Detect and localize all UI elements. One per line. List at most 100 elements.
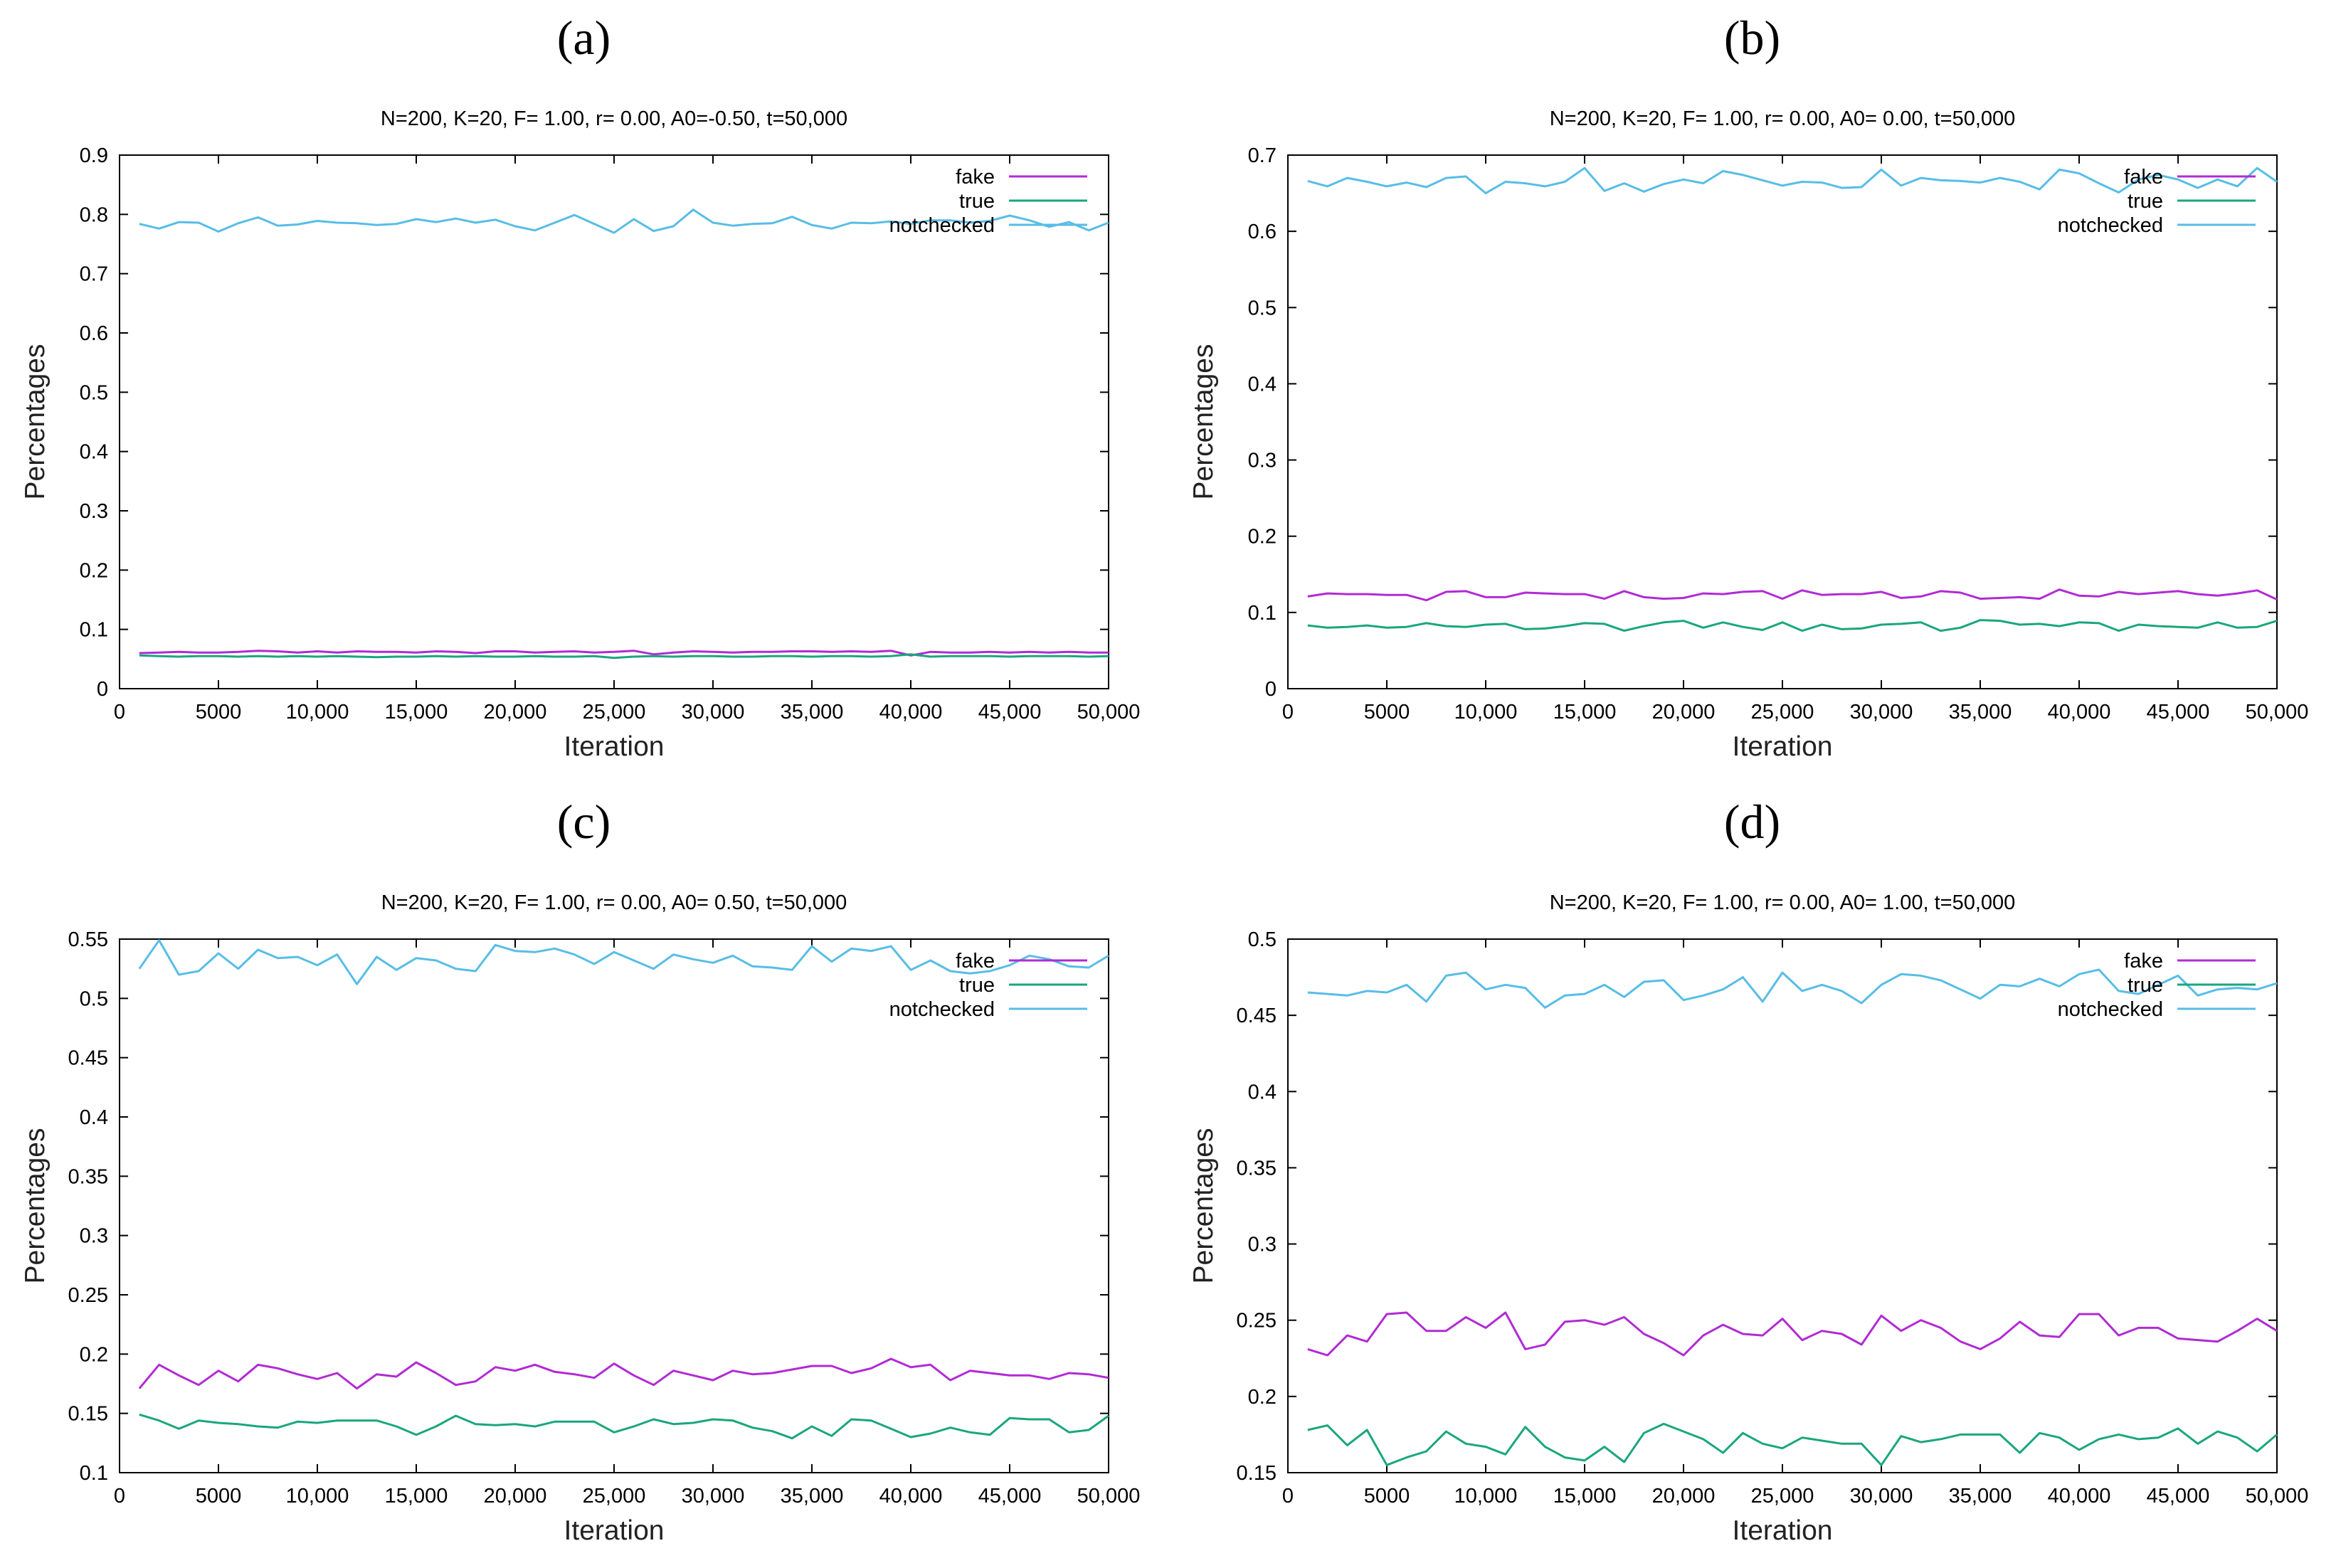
y-tick-label: 0.5 (1248, 928, 1277, 951)
line-chart: N=200, K=20, F= 1.00, r= 0.00, A0= 1.00,… (1188, 891, 2309, 1546)
series-line-true (1307, 619, 2278, 632)
chart-title: N=200, K=20, F= 1.00, r= 0.00, A0= 0.00,… (1550, 107, 2016, 130)
y-tick-label: 0 (1265, 678, 1277, 701)
legend-label: true (2128, 974, 2163, 997)
panel-label: (b) (1723, 11, 1781, 65)
x-tick-label: 20,000 (484, 701, 547, 724)
y-tick-label: 0.25 (68, 1284, 108, 1307)
x-tick-label: 25,000 (583, 701, 646, 724)
x-tick-label: 5000 (1364, 1485, 1410, 1508)
legend-label: true (959, 974, 995, 997)
x-tick-label: 30,000 (1850, 1485, 1913, 1508)
x-tick-label: 30,000 (1850, 701, 1913, 724)
y-tick-label: 0.5 (80, 987, 108, 1010)
x-tick-label: 45,000 (2147, 1485, 2210, 1508)
y-tick-label: 0.9 (80, 144, 108, 167)
series-line-notchecked (1307, 166, 2278, 195)
chart-title: N=200, K=20, F= 1.00, r= 0.00, A0= 0.50,… (381, 891, 847, 914)
y-tick-label: 0.1 (80, 619, 108, 642)
legend-label: fake (956, 166, 995, 189)
x-tick-label: 30,000 (682, 701, 745, 724)
series-line-fake (139, 650, 1109, 657)
x-tick-label: 45,000 (978, 701, 1042, 724)
x-tick-label: 5000 (196, 701, 242, 724)
x-tick-label: 40,000 (879, 1485, 943, 1508)
legend-label: notchecked (2058, 998, 2163, 1021)
chart-panel-b: (b) N=200, K=20, F= 1.00, r= 0.00, A0= 0… (1168, 0, 2336, 784)
chart-panel-a: (a) N=200, K=20, F= 1.00, r= 0.00, A0=-0… (0, 0, 1168, 784)
line-chart: N=200, K=20, F= 1.00, r= 0.00, A0=-0.50,… (20, 107, 1141, 762)
y-tick-label: 0.8 (80, 203, 108, 226)
line-chart: N=200, K=20, F= 1.00, r= 0.00, A0= 0.50,… (20, 891, 1141, 1546)
x-tick-label: 20,000 (1652, 701, 1716, 724)
x-tick-label: 35,000 (781, 1485, 844, 1508)
y-tick-label: 0.1 (1248, 602, 1277, 625)
y-tick-label: 0.4 (1248, 373, 1277, 396)
legend-label: true (2128, 190, 2163, 213)
x-tick-label: 0 (1282, 701, 1294, 724)
x-tick-label: 50,000 (2246, 701, 2309, 724)
y-tick-label: 0.7 (80, 263, 108, 286)
x-tick-label: 35,000 (1949, 701, 2012, 724)
x-tick-label: 15,000 (1553, 1485, 1617, 1508)
y-tick-label: 0.45 (68, 1047, 108, 1070)
y-axis-label: Percentages (1188, 344, 1219, 500)
legend-label: fake (2124, 166, 2163, 189)
x-tick-label: 45,000 (2147, 701, 2210, 724)
y-tick-label: 0.6 (1248, 221, 1277, 243)
x-axis-label: Iteration (1733, 1515, 1833, 1546)
y-tick-label: 0.55 (68, 928, 108, 951)
chart-panel-c: (c) N=200, K=20, F= 1.00, r= 0.00, A0= 0… (0, 784, 1168, 1568)
x-tick-label: 25,000 (1751, 701, 1814, 724)
series-line-fake (1307, 1311, 2278, 1357)
x-axis-label: Iteration (564, 731, 665, 762)
y-tick-label: 0.3 (80, 500, 108, 523)
y-tick-label: 0.35 (68, 1165, 108, 1188)
series-line-fake (138, 1357, 1109, 1390)
y-tick-label: 0.7 (1248, 144, 1277, 167)
y-tick-label: 0.25 (1237, 1310, 1277, 1333)
x-tick-label: 15,000 (385, 1485, 448, 1508)
legend-label: true (959, 190, 995, 213)
chart-title: N=200, K=20, F= 1.00, r= 0.00, A0= 1.00,… (1550, 891, 2016, 914)
x-tick-label: 40,000 (2048, 701, 2111, 724)
series-line-fake (1307, 588, 2278, 602)
x-tick-label: 35,000 (1949, 1485, 2012, 1508)
y-tick-label: 0.3 (1248, 450, 1277, 472)
legend-label: fake (956, 950, 995, 973)
x-tick-label: 30,000 (682, 1485, 745, 1508)
x-axis-label: Iteration (1733, 731, 1833, 762)
series-line-notchecked (138, 939, 1109, 985)
x-tick-label: 20,000 (484, 1485, 547, 1508)
x-tick-label: 50,000 (1077, 701, 1141, 724)
y-tick-label: 0.15 (68, 1403, 108, 1426)
legend-label: notchecked (889, 214, 995, 237)
x-tick-label: 10,000 (286, 1485, 349, 1508)
series-line-true (1307, 1422, 2278, 1466)
x-tick-label: 50,000 (2246, 1485, 2309, 1508)
x-tick-label: 0 (114, 701, 125, 724)
x-tick-label: 25,000 (583, 1485, 646, 1508)
x-tick-label: 15,000 (1553, 701, 1617, 724)
x-tick-label: 40,000 (2048, 1485, 2111, 1508)
x-tick-label: 5000 (1364, 701, 1410, 724)
x-tick-label: 20,000 (1652, 1485, 1716, 1508)
y-tick-label: 0.5 (1248, 297, 1277, 319)
panel-label: (d) (1723, 795, 1781, 849)
x-tick-label: 0 (1282, 1485, 1294, 1508)
y-tick-label: 0.2 (1248, 526, 1277, 549)
y-tick-label: 0.4 (80, 1106, 108, 1129)
y-tick-label: 0.45 (1237, 1005, 1277, 1027)
x-tick-label: 50,000 (1077, 1485, 1141, 1508)
y-tick-label: 0.4 (1248, 1081, 1277, 1103)
legend-label: notchecked (2058, 214, 2163, 237)
panel-label: (c) (556, 795, 611, 849)
y-tick-label: 0.2 (80, 1343, 108, 1366)
x-tick-label: 0 (114, 1485, 125, 1508)
y-tick-label: 0.1 (80, 1462, 108, 1485)
x-tick-label: 5000 (196, 1485, 242, 1508)
x-tick-label: 35,000 (781, 701, 844, 724)
x-tick-label: 15,000 (385, 701, 448, 724)
x-axis-label: Iteration (564, 1515, 665, 1546)
y-tick-label: 0.4 (80, 441, 108, 464)
